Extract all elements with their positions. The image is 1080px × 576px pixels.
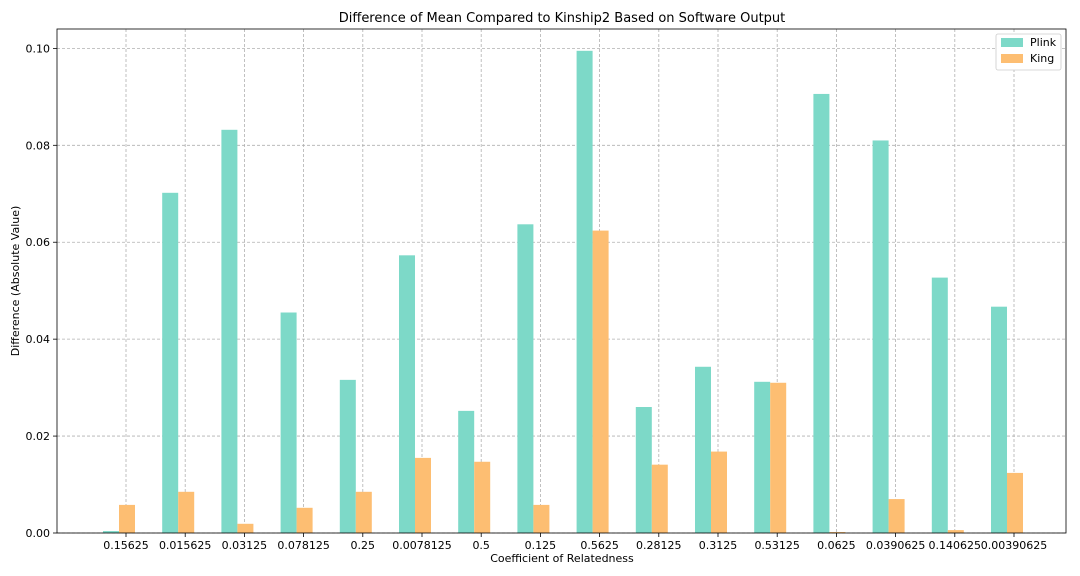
bar-king-4 xyxy=(355,491,372,533)
y-axis-label: Difference (Absolute Value) xyxy=(9,206,22,357)
x-tick-label: 0.00390625 xyxy=(981,539,1047,552)
bar-king-11 xyxy=(770,382,787,533)
bar-king-8 xyxy=(592,230,609,533)
bar-king-2 xyxy=(237,523,254,533)
y-tick-label: 0.04 xyxy=(26,333,51,346)
y-tick-label: 0.02 xyxy=(26,430,51,443)
bar-king-12 xyxy=(829,532,846,533)
x-tick-label: 0.140625 xyxy=(929,539,982,552)
bars xyxy=(103,50,1023,534)
bar-plink-2 xyxy=(221,129,238,534)
plot-background xyxy=(57,29,1066,533)
bar-plink-8 xyxy=(576,50,593,534)
x-tick-label: 0.28125 xyxy=(636,539,682,552)
y-tick-label: 0.00 xyxy=(26,527,51,540)
legend-swatch-plink xyxy=(1001,38,1023,47)
bar-plink-12 xyxy=(813,93,830,533)
bar-king-9 xyxy=(651,464,668,533)
bar-plink-7 xyxy=(517,224,534,534)
x-axis-label: Coefficient of Relatedness xyxy=(490,552,634,565)
legend-label-king: King xyxy=(1030,52,1054,65)
bar-king-1 xyxy=(178,491,195,533)
x-tick-label: 0.25 xyxy=(351,539,376,552)
bar-king-0 xyxy=(119,504,135,533)
bar-plink-5 xyxy=(399,255,415,534)
bar-plink-3 xyxy=(280,312,297,533)
bar-plink-13 xyxy=(872,140,889,533)
bar-plink-0 xyxy=(103,531,119,533)
x-tick-label: 0.15625 xyxy=(103,539,149,552)
chart-title: Difference of Mean Compared to Kinship2 … xyxy=(339,11,786,26)
x-tick-label: 0.078125 xyxy=(277,539,330,552)
y-tick-label: 0.10 xyxy=(26,42,51,55)
x-tick-label: 0.3125 xyxy=(699,539,738,552)
axis-ticks: 0.00 0.02 0.04 0.06 0.08 0.10 0.15625 0.015625 0… xyxy=(26,42,1048,552)
x-tick-label: 0.0078125 xyxy=(392,539,452,552)
legend-swatch-king xyxy=(1001,54,1023,63)
bar-plink-10 xyxy=(695,366,711,533)
x-tick-label: 0.125 xyxy=(525,539,557,552)
bar-plink-11 xyxy=(754,381,771,533)
bar-plink-6 xyxy=(458,410,475,533)
bar-king-3 xyxy=(296,507,313,533)
legend-label-plink: Plink xyxy=(1030,36,1057,49)
grid-lines xyxy=(57,29,1066,534)
x-tick-label: 0.03125 xyxy=(222,539,268,552)
y-tick-label: 0.06 xyxy=(26,236,51,249)
legend: Plink King xyxy=(995,33,1062,71)
bar-king-5 xyxy=(415,457,431,533)
x-tick-label: 0.015625 xyxy=(159,539,212,552)
x-tick-label: 0.53125 xyxy=(754,539,800,552)
x-tick-label: 0.0390625 xyxy=(866,539,926,552)
bar-king-13 xyxy=(888,499,905,533)
bar-plink-9 xyxy=(635,407,652,533)
x-tick-label: 0.5 xyxy=(472,539,490,552)
bar-plink-4 xyxy=(339,379,356,533)
bar-king-7 xyxy=(533,504,550,533)
bar-king-6 xyxy=(474,461,491,533)
plot-frame xyxy=(56,28,1067,534)
bar-plink-14 xyxy=(931,277,948,533)
y-tick-label: 0.08 xyxy=(26,139,51,152)
bar-king-15 xyxy=(1007,472,1023,533)
bar-plink-15 xyxy=(991,306,1007,533)
x-tick-label: 0.5625 xyxy=(580,539,619,552)
bar-plink-1 xyxy=(162,192,179,534)
bar-king-10 xyxy=(711,451,727,533)
bar-king-14 xyxy=(947,530,964,533)
x-tick-label: 0.0625 xyxy=(817,539,856,552)
